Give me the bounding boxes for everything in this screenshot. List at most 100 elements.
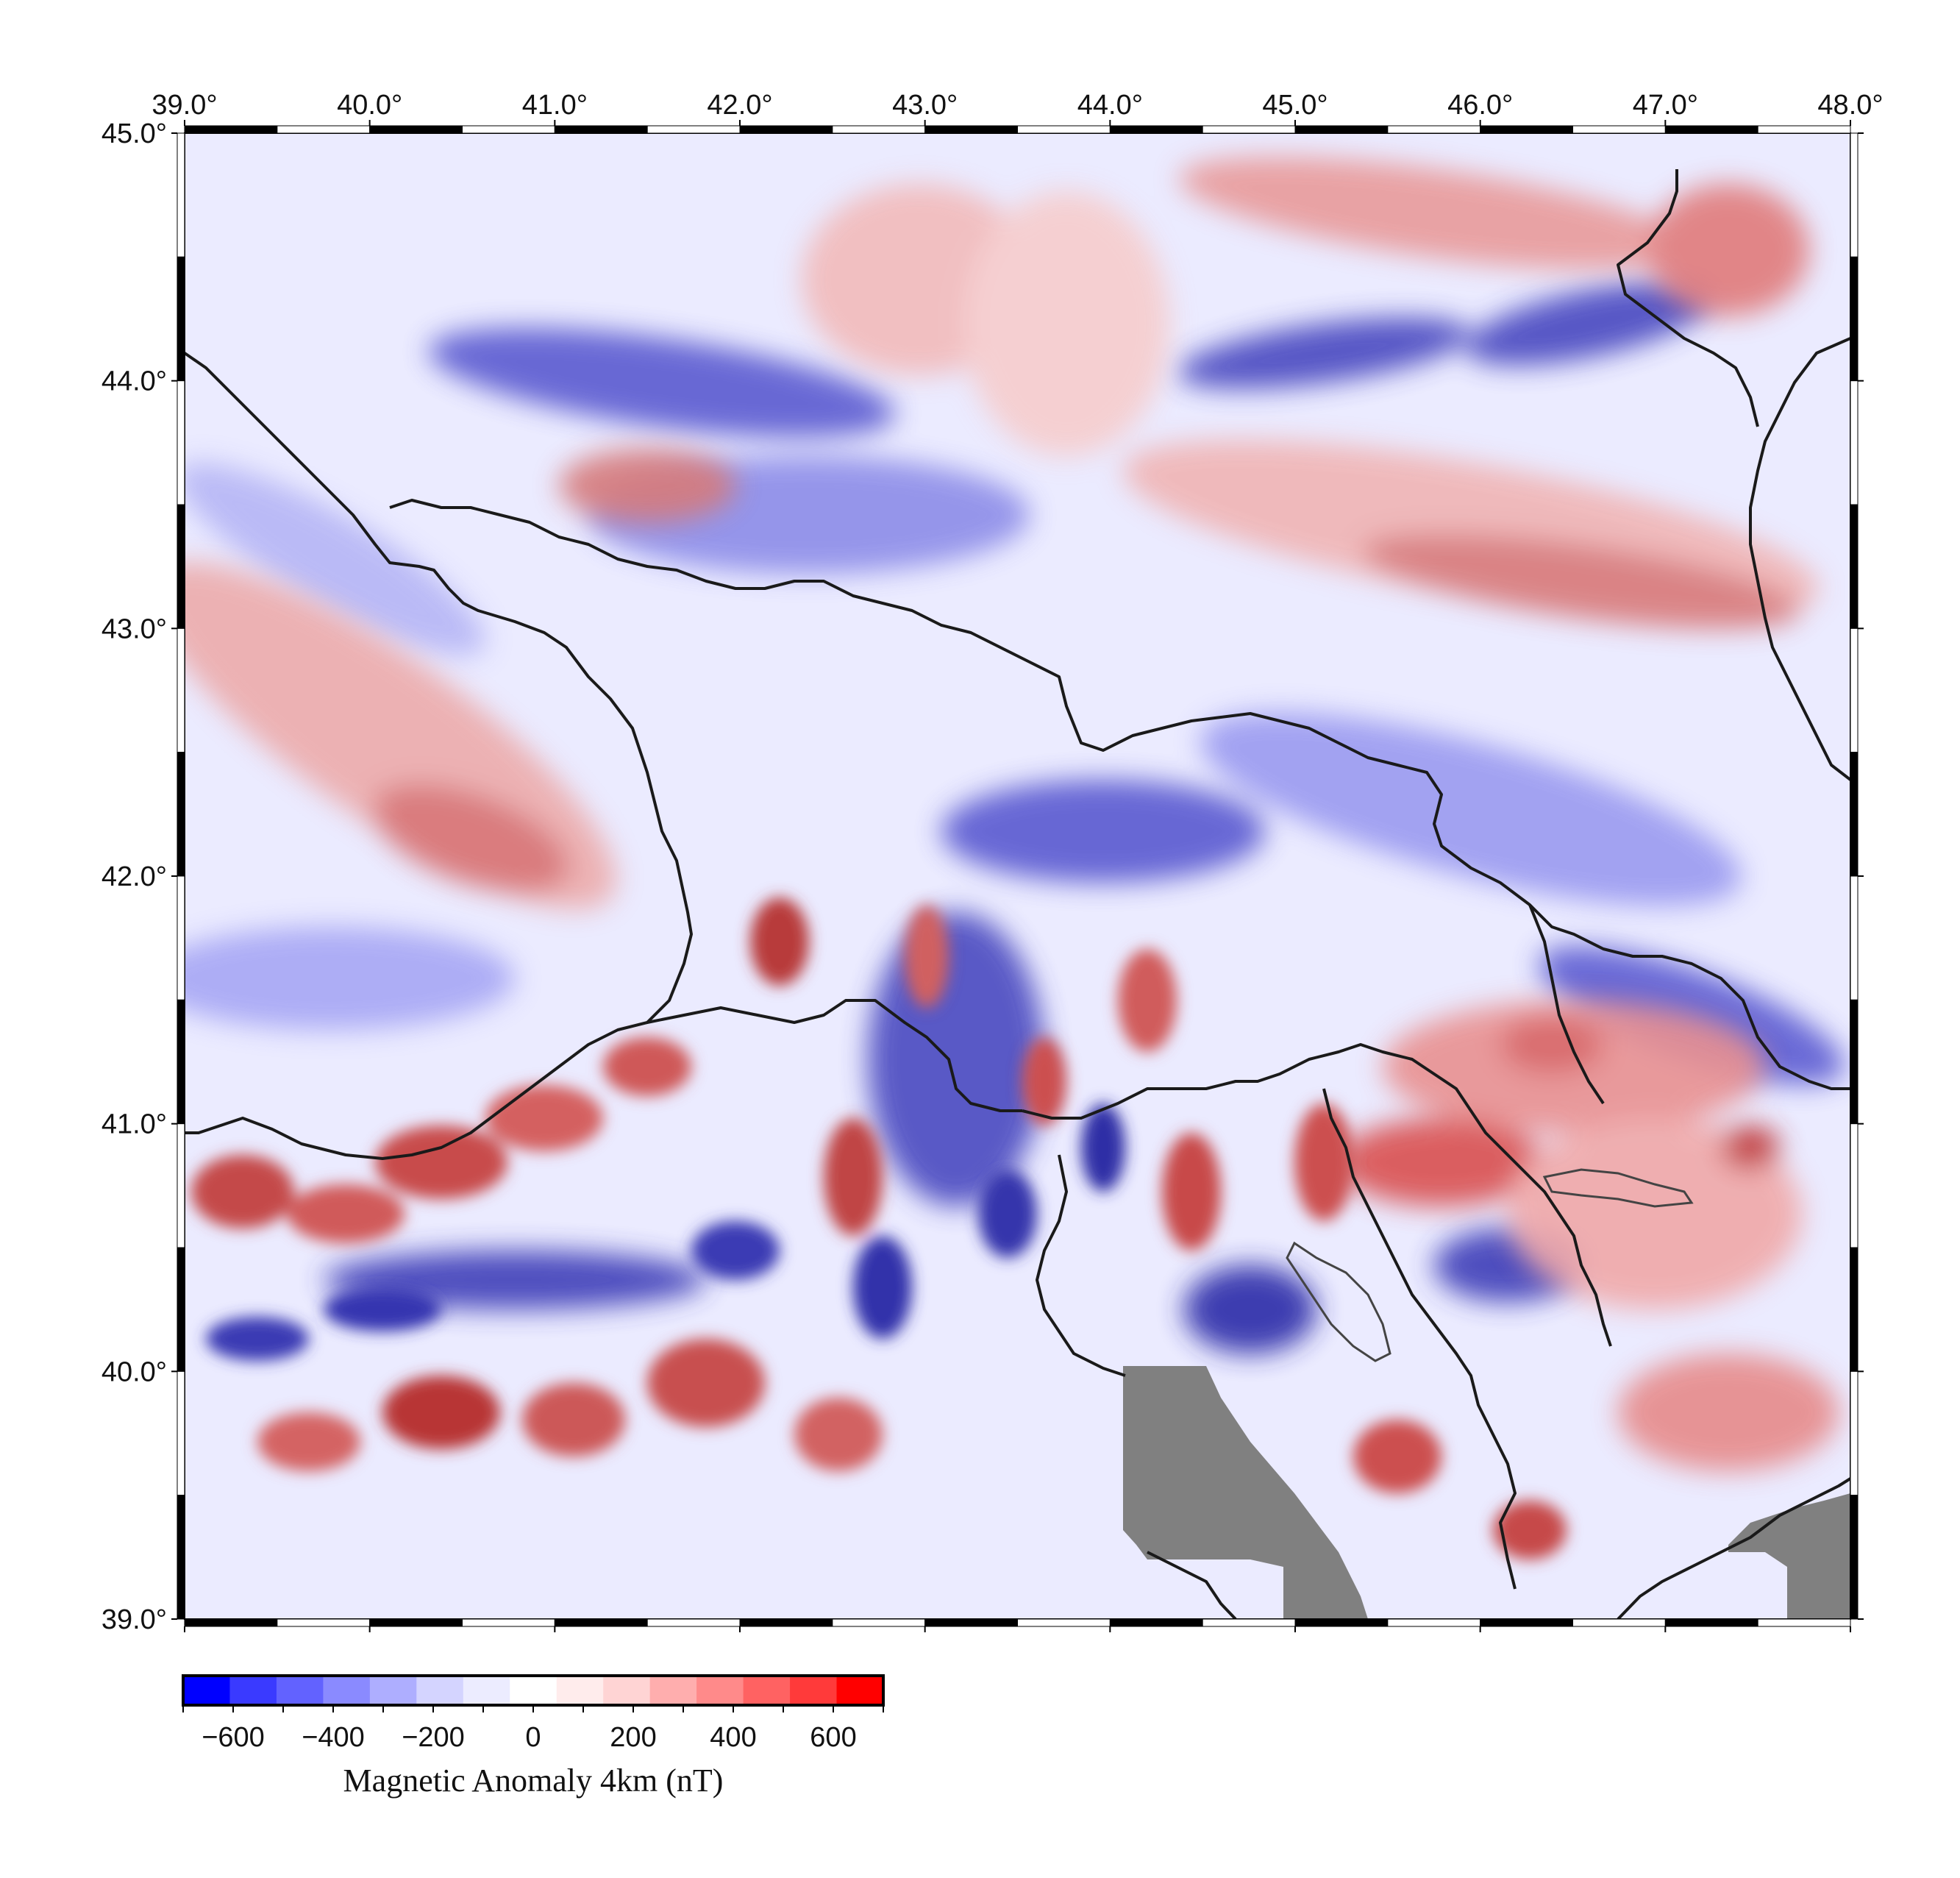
frame-segment — [177, 875, 185, 1000]
turkey-armenia-border — [1036, 1154, 1126, 1377]
frame-segment — [1387, 125, 1481, 134]
lat-label: 40.0° — [101, 1356, 167, 1387]
frame-segment — [369, 125, 463, 134]
colorbar-swatch — [416, 1676, 464, 1705]
frame-segment — [177, 1123, 185, 1248]
georgia-turkey-border — [646, 999, 1022, 1112]
anomaly-blob — [1184, 1265, 1316, 1354]
frame-segment — [177, 256, 185, 382]
anomaly-blob — [603, 1037, 691, 1096]
frame-segment — [646, 125, 741, 134]
anomaly-blob — [1118, 949, 1177, 1052]
frame-segment — [177, 999, 185, 1125]
frame-segment — [1850, 1247, 1859, 1372]
anomaly-blob — [206, 1317, 309, 1361]
frame-segment — [1294, 125, 1389, 134]
colorbar-swatch — [463, 1676, 510, 1705]
frame-segment — [1480, 125, 1573, 134]
frame-segment — [1017, 1618, 1111, 1627]
colorbar-swatch — [323, 1676, 371, 1705]
colorbar-label: −200 — [402, 1722, 465, 1753]
frame-segment — [1294, 1618, 1389, 1627]
anomaly-blob — [287, 1184, 405, 1243]
anomaly-blob — [691, 1221, 780, 1280]
anomaly-blob — [963, 191, 1169, 456]
frame-segment — [1850, 752, 1859, 877]
colorbar-ticks: −600 −400 −200 0 200 400 600 — [182, 1705, 884, 1753]
latitude-labels: 45.0° 44.0° 43.0° 42.0° 41.0° 40.0° 39.0° — [101, 118, 1864, 1635]
lat-label: 39.0° — [101, 1604, 167, 1635]
armenia-border — [1022, 1043, 1612, 1347]
anomaly-blob — [1721, 1125, 1780, 1170]
lon-label: 47.0° — [1633, 90, 1698, 121]
frame-segment — [646, 1618, 741, 1627]
no-data-area — [1123, 1366, 1368, 1619]
anomaly-blob — [1179, 157, 1689, 270]
caspian-coastline — [1749, 337, 1850, 781]
frame-checker-border — [177, 125, 1859, 1627]
anomaly-blob — [1353, 1420, 1442, 1493]
anomaly-blob — [853, 1236, 912, 1339]
frame-segment — [177, 1370, 185, 1496]
frame-segment — [177, 132, 185, 257]
colorbar-swatch — [229, 1676, 277, 1705]
frame-segment — [1109, 1618, 1203, 1627]
colorbar-swatch — [790, 1676, 838, 1705]
frame-segment — [1850, 1495, 1859, 1620]
lat-label: 42.0° — [101, 861, 167, 892]
anomaly-blob — [1294, 1103, 1353, 1221]
colorbar-title: Magnetic Anomaly 4km (nT) — [343, 1763, 724, 1799]
anomaly-blob — [1500, 1015, 1603, 1074]
lon-label: 42.0° — [707, 90, 772, 121]
political-borders — [185, 169, 1850, 1619]
frame-segment — [1480, 1618, 1573, 1627]
anomaly-blob — [185, 463, 485, 655]
anomaly-blob — [429, 327, 895, 438]
frame-segment — [1850, 132, 1859, 257]
black-sea-coastline — [185, 352, 693, 1160]
frame-segment — [1850, 256, 1859, 382]
anomaly-blob — [522, 1383, 625, 1456]
anomaly-blob — [868, 912, 1044, 1206]
frame-segment — [184, 125, 278, 134]
frame-segment — [177, 752, 185, 877]
anomaly-blob — [1362, 533, 1800, 629]
lat-label: 43.0° — [101, 613, 167, 644]
colorbar: −600 −400 −200 0 200 400 600 Magnetic Anomaly … — [182, 1674, 885, 1799]
lon-label: 43.0° — [892, 90, 958, 121]
frame-segment — [554, 125, 648, 134]
anomaly-blob — [1081, 1103, 1125, 1192]
frame-segment — [277, 1618, 371, 1627]
colorbar-swatch — [603, 1676, 651, 1705]
frame-segment — [832, 1618, 926, 1627]
colorbar-swatch — [836, 1676, 884, 1705]
frame-segment — [1572, 125, 1666, 134]
anomaly-blob — [1647, 184, 1809, 316]
frame-segment — [1202, 1618, 1296, 1627]
frame-segment — [1387, 1618, 1481, 1627]
anomaly-blob — [185, 927, 515, 1030]
frame-segment — [739, 125, 833, 134]
colorbar-swatch — [743, 1676, 791, 1705]
frame-segment — [177, 504, 185, 629]
anomaly-blob — [647, 1339, 765, 1427]
colorbar-label: 200 — [610, 1722, 656, 1753]
frame-segment — [1664, 125, 1758, 134]
frame-segment — [1664, 1618, 1758, 1627]
anomaly-blob — [485, 1085, 603, 1151]
frame-segment — [1757, 125, 1851, 134]
lat-label: 41.0° — [101, 1109, 167, 1140]
colorbar-swatch — [556, 1676, 604, 1705]
frame-segment — [832, 125, 926, 134]
colorbar-swatch — [649, 1676, 697, 1705]
frame-segment — [184, 1618, 278, 1627]
anomaly-blob — [1022, 1037, 1066, 1125]
lon-label: 40.0° — [337, 90, 402, 121]
russia-georgia-border — [389, 499, 1850, 1090]
colorbar-label: 600 — [810, 1722, 856, 1753]
frame-segment — [1572, 1618, 1666, 1627]
frame-segment — [1017, 125, 1111, 134]
frame-segment — [1850, 627, 1859, 753]
colorbar-swatch — [369, 1676, 417, 1705]
frame-segment — [177, 1247, 185, 1372]
